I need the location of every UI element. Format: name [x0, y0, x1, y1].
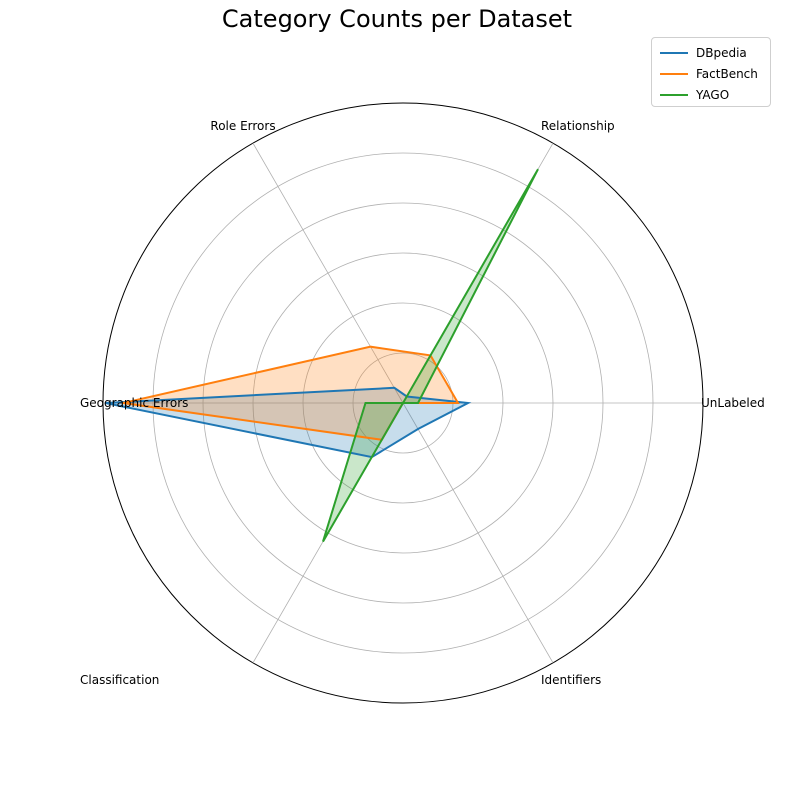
axis-label-classification: Classification — [80, 673, 159, 687]
axis-labels: UnLabeled Relationship Role Errors Geograph… — [80, 119, 765, 687]
legend-label: YAGO — [696, 87, 730, 102]
series-line-yago — [322, 168, 539, 543]
legend-item-yago: YAGO — [660, 84, 762, 105]
legend-swatch — [660, 51, 688, 54]
chart-title: Category Counts per Dataset — [222, 5, 572, 33]
grid-spoke — [252, 142, 404, 404]
legend-swatch — [660, 93, 688, 96]
axis-label-relationship: Relationship — [541, 119, 615, 133]
legend-item-factbench: FactBench — [660, 63, 762, 84]
legend-item-dbpedia: DBpedia — [660, 42, 762, 63]
legend-swatch — [660, 72, 688, 75]
legend-label: FactBench — [696, 66, 758, 81]
legend: DBpedia FactBench YAGO — [651, 37, 771, 107]
axis-label-identifiers: Identifiers — [541, 673, 601, 687]
axis-label-geographic-errors: Geographic Errors — [80, 396, 188, 410]
grid-spoke — [402, 402, 554, 664]
axis-label-role-errors: Role Errors — [210, 119, 275, 133]
legend-label: DBpedia — [696, 45, 747, 60]
axis-label-unlabeled: UnLabeled — [701, 396, 765, 410]
series-layer — [105, 168, 539, 543]
